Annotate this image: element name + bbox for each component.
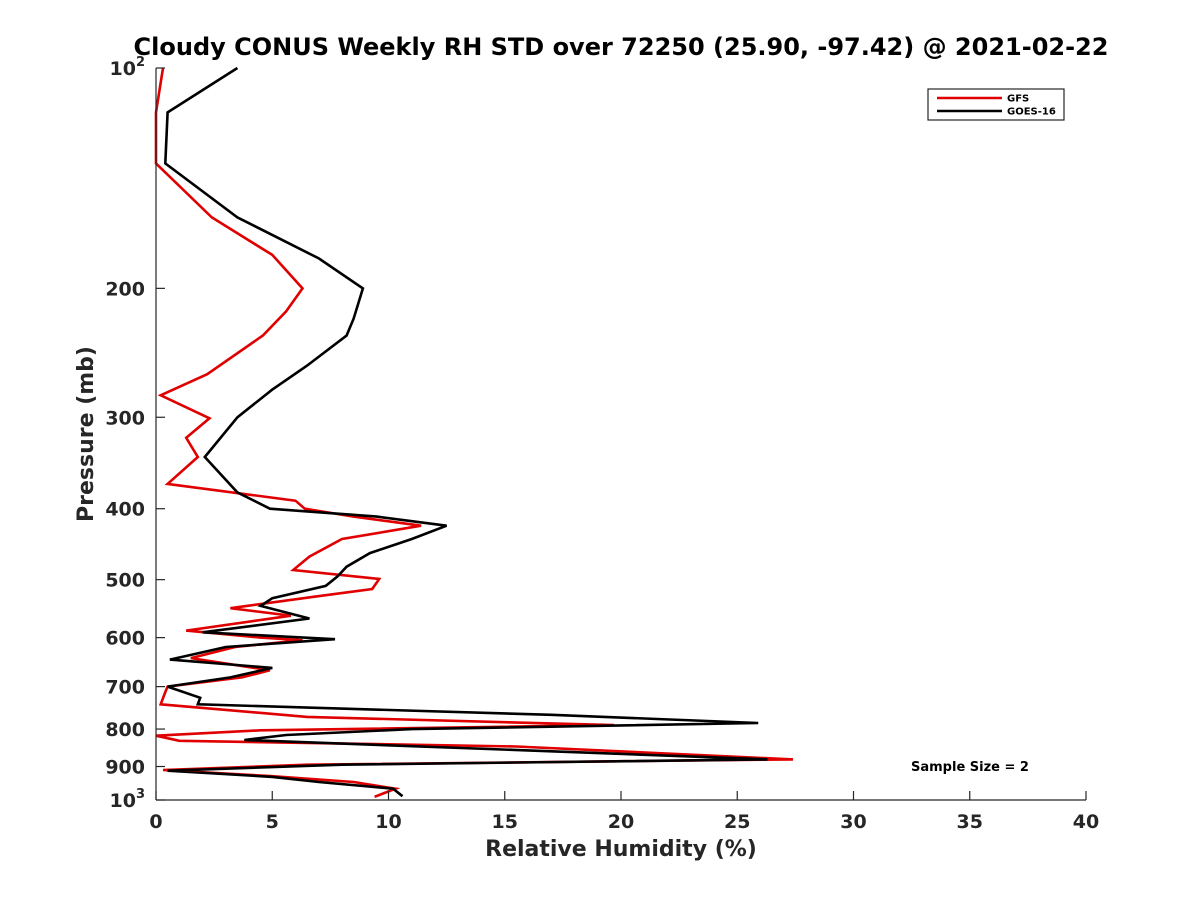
legend-label-goes-16: GOES-16 <box>1007 107 1056 118</box>
y-tick-label-900: 900 <box>105 757 145 779</box>
y-ticks: 102 200 300 400 500 600 700 800 900 103 <box>105 55 165 812</box>
x-tick-label-15: 15 <box>492 811 518 833</box>
x-ticks: 0 5 10 15 20 25 30 35 40 <box>149 791 1099 833</box>
x-axis-label: Relative Humidity (%) <box>485 837 757 862</box>
legend: GFS GOES-16 <box>927 88 1065 121</box>
series-line-gfs <box>154 67 794 799</box>
y-tick-label-700: 700 <box>105 677 145 699</box>
y-tick-label-100: 102 <box>110 55 146 80</box>
axes <box>155 68 1086 801</box>
x-tick-label-25: 25 <box>724 811 750 833</box>
x-tick-label-35: 35 <box>957 811 983 833</box>
x-tick-label-40: 40 <box>1073 811 1099 833</box>
series-line-goes-16 <box>163 66 768 798</box>
y-tick-label-800: 800 <box>105 719 145 741</box>
series-layer <box>154 66 794 799</box>
y-tick-label-300: 300 <box>105 407 145 429</box>
x-tick-label-10: 10 <box>375 811 401 833</box>
y-tick-label-400: 400 <box>105 499 145 521</box>
legend-label-gfs: GFS <box>1007 94 1029 105</box>
x-tick-label-20: 20 <box>608 811 634 833</box>
y-tick-label-200: 200 <box>105 278 145 300</box>
x-tick-label-30: 30 <box>840 811 866 833</box>
chart-title: Cloudy CONUS Weekly RH STD over 72250 (2… <box>134 33 1109 61</box>
y-axis-label: Pressure (mb) <box>74 346 99 522</box>
y-tick-label-1000: 103 <box>110 787 146 812</box>
legend-box <box>927 88 1065 121</box>
sample-size-annotation: Sample Size = 2 <box>911 760 1029 775</box>
y-tick-label-500: 500 <box>105 570 145 592</box>
y-tick-label-600: 600 <box>105 628 145 650</box>
x-tick-label-5: 5 <box>266 811 279 833</box>
x-tick-label-0: 0 <box>149 811 162 833</box>
